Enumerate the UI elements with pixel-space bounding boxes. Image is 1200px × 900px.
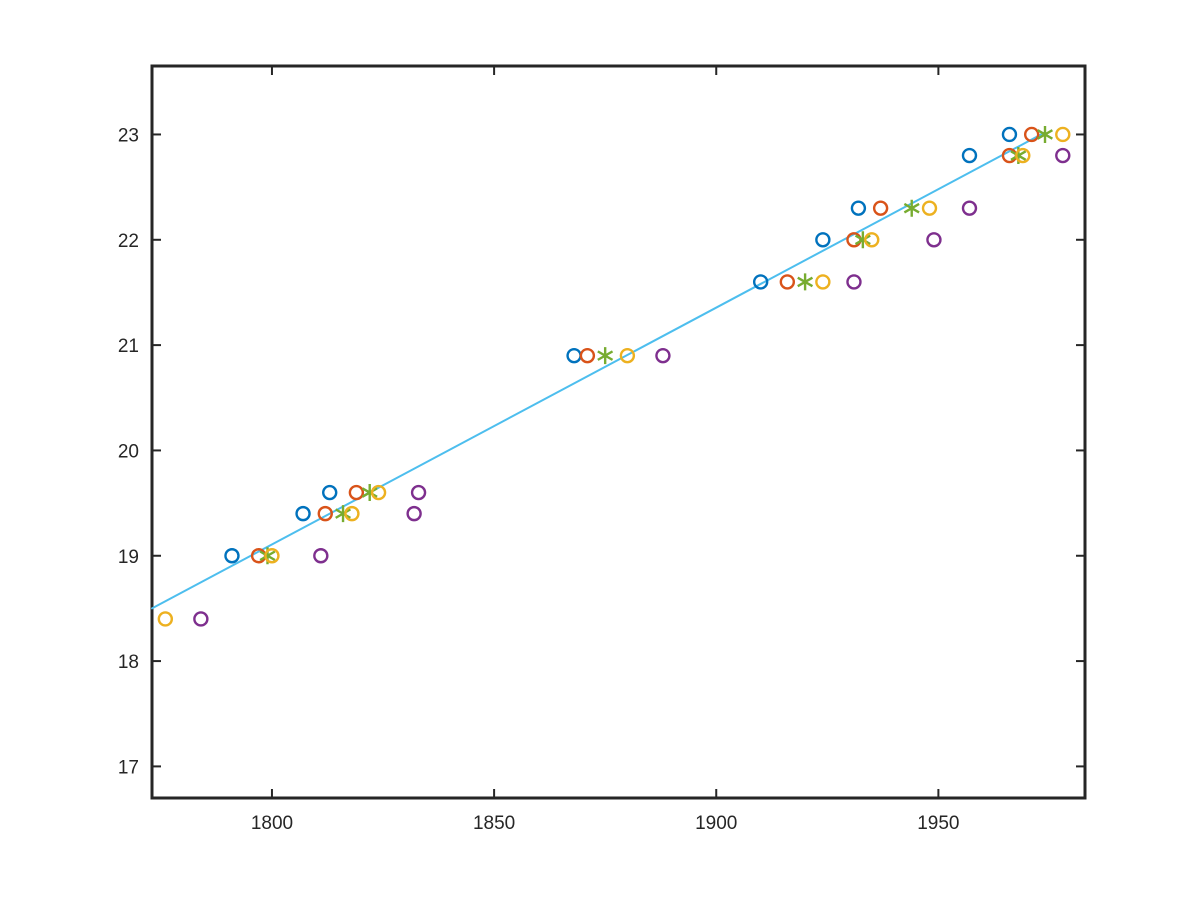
data-point-circle: [566, 347, 582, 364]
y-tick-label: 18: [118, 652, 139, 673]
data-point-circle: [1023, 126, 1040, 143]
y-tick-label: 21: [118, 336, 139, 357]
data-point-circle: [846, 274, 862, 290]
data-point-circle: [370, 484, 387, 501]
data-point-circle: [1015, 147, 1031, 164]
data-point-circle: [313, 548, 329, 564]
data-point-circle: [864, 232, 880, 248]
data-point-circle: [317, 505, 333, 522]
data-point-circle: [926, 232, 942, 248]
data-point-circle: [815, 232, 831, 248]
data-point-circle: [344, 505, 360, 522]
data-point-circle: [961, 200, 978, 216]
data-point-circle: [752, 274, 769, 290]
series-purple: [193, 147, 1071, 627]
data-point-circle: [779, 274, 796, 290]
y-tick-label: 20: [118, 441, 139, 462]
y-tick-label: 19: [118, 547, 139, 568]
data-point-star: [1037, 125, 1053, 143]
data-point-circle: [619, 347, 636, 364]
data-point-circle: [224, 548, 240, 564]
data-point-circle: [815, 274, 831, 290]
data-point-circle: [322, 484, 338, 501]
series-orange: [250, 126, 1040, 564]
data-point-circle: [348, 484, 365, 501]
data-point-circle: [264, 548, 280, 564]
series-yellow: [157, 126, 1071, 627]
data-point-circle: [193, 611, 209, 627]
data-point-circle: [921, 200, 938, 216]
series-blue: [224, 126, 1018, 564]
data-point-star: [903, 199, 920, 217]
data-point-circle: [961, 147, 978, 164]
x-tick-label: 1800: [251, 813, 293, 834]
x-tick-label: 1950: [917, 813, 959, 834]
data-point-circle: [157, 611, 174, 627]
trend-line: [151, 131, 1047, 610]
data-point-circle: [1055, 147, 1071, 164]
data-point-star: [335, 505, 352, 523]
data-point-circle: [410, 484, 427, 501]
data-point-star: [797, 273, 814, 291]
data-point-circle: [850, 200, 867, 216]
y-tick-label: 23: [118, 125, 139, 146]
data-point-star: [597, 347, 614, 365]
x-tick-label: 1850: [473, 813, 515, 834]
plot-box: [150, 64, 1087, 800]
x-tick-label: 1900: [695, 813, 737, 834]
data-point-circle: [1055, 126, 1071, 143]
data-point-circle: [295, 505, 311, 522]
data-point-circle: [655, 347, 671, 364]
y-tick-label: 17: [118, 757, 139, 778]
data-point-star: [854, 231, 871, 249]
data-point-circle: [579, 347, 596, 364]
y-tick-label: 22: [118, 231, 139, 252]
data-point-circle: [872, 200, 889, 216]
data-point-circle: [1001, 126, 1018, 143]
data-point-star: [361, 484, 378, 502]
data-point-circle: [406, 505, 422, 522]
